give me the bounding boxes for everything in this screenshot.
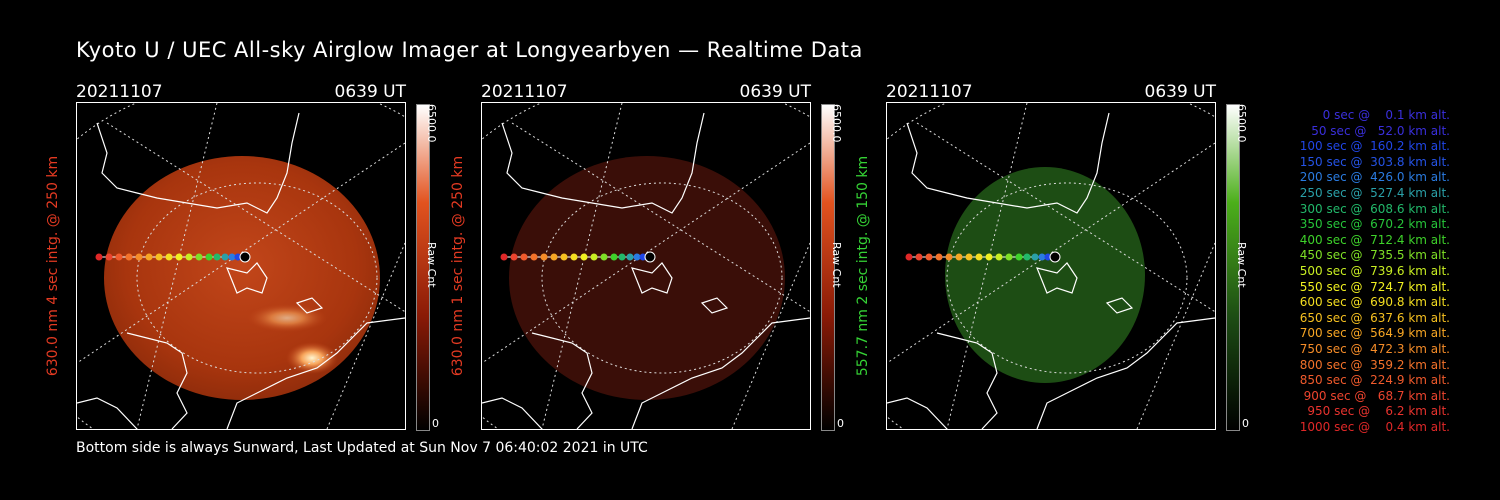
panel-time: 0639 UT xyxy=(334,82,407,102)
grid-lines xyxy=(482,103,810,429)
colorbar-min: 0 xyxy=(432,417,439,430)
coastline xyxy=(77,112,405,429)
panel-date: 20211107 xyxy=(481,82,568,102)
legend-row: 500 sec @ 739.6 km alt. xyxy=(1295,263,1450,278)
aurora-arc xyxy=(247,304,327,332)
colorbar-min: 0 xyxy=(1242,417,1249,430)
allsky-map xyxy=(887,103,1215,429)
panel-ylabel-text: 557.7 nm 2 sec intg. @ 150 km xyxy=(855,155,871,377)
allsky-image xyxy=(481,102,811,430)
panel-ylabel-text: 630.0 nm 1 sec intg. @ 250 km xyxy=(450,155,466,377)
legend-row: 450 sec @ 735.5 km alt. xyxy=(1295,248,1450,263)
panel-date: 20211107 xyxy=(886,82,973,102)
imager-panel-557-2s: 20211107 0639 UT 557.7 nm 2 sec intg. @ … xyxy=(855,82,1249,432)
coastline xyxy=(887,112,1215,429)
panel-ylabel: 630.0 nm 4 sec intg. @ 250 km xyxy=(40,102,66,430)
legend-row: 600 sec @ 690.8 km alt. xyxy=(1295,295,1450,310)
airglow-disk xyxy=(104,156,380,400)
aurora-bright-spot xyxy=(286,342,338,374)
allsky-image xyxy=(886,102,1216,430)
legend-row: 800 sec @ 359.2 km alt. xyxy=(1295,357,1450,372)
colorbar xyxy=(1226,104,1240,431)
legend-row: 750 sec @ 472.3 km alt. xyxy=(1295,341,1450,356)
legend-row: 850 sec @ 224.9 km alt. xyxy=(1295,373,1450,388)
legend-row: 50 sec @ 52.0 km alt. xyxy=(1303,123,1450,138)
imager-panel-630-4s: 20211107 0639 UT 630.0 nm 4 sec intg. @ … xyxy=(45,82,439,432)
panel-ylabel: 630.0 nm 1 sec intg. @ 250 km xyxy=(445,102,471,430)
legend-row: 150 sec @ 303.8 km alt. xyxy=(1295,154,1450,169)
panel-ylabel-text: 630.0 nm 4 sec intg. @ 250 km xyxy=(45,155,61,377)
airglow-disk xyxy=(945,167,1145,383)
legend-row: 300 sec @ 608.6 km alt. xyxy=(1295,201,1450,216)
legend-row: 0 sec @ 0.1 km alt. xyxy=(1311,108,1450,122)
trajectory-track xyxy=(500,251,656,263)
coastline xyxy=(482,112,810,429)
legend-row: 900 sec @ 68.7 km alt. xyxy=(1299,388,1450,403)
panel-time: 0639 UT xyxy=(739,82,812,102)
colorbar xyxy=(821,104,835,431)
legend-row: 350 sec @ 670.2 km alt. xyxy=(1295,217,1450,232)
colorbar-min: 0 xyxy=(837,417,844,430)
legend-row: 1000 sec @ 0.4 km alt. xyxy=(1299,419,1450,434)
page-title: Kyoto U / UEC All-sky Airglow Imager at … xyxy=(76,38,863,62)
trajectory-track xyxy=(905,251,1061,263)
trajectory-legend: 0 sec @ 0.1 km alt. 50 sec @ 52.0 km alt… xyxy=(1270,108,1450,435)
legend-row: 250 sec @ 527.4 km alt. xyxy=(1295,185,1450,200)
legend-row: 950 sec @ 6.2 km alt. xyxy=(1303,404,1450,419)
panel-time: 0639 UT xyxy=(1144,82,1217,102)
legend-row: 200 sec @ 426.0 km alt. xyxy=(1295,170,1450,185)
allsky-image xyxy=(76,102,406,430)
legend-row: 400 sec @ 712.4 km alt. xyxy=(1295,232,1450,247)
legend-row: 650 sec @ 637.6 km alt. xyxy=(1295,310,1450,325)
grid-lines xyxy=(887,103,1215,429)
grid-lines xyxy=(77,103,405,429)
airglow-disk xyxy=(509,156,785,400)
imager-panel-630-1s: 20211107 0639 UT 630.0 nm 1 sec intg. @ … xyxy=(450,82,844,432)
colorbar xyxy=(416,104,430,431)
panel-ylabel: 557.7 nm 2 sec intg. @ 150 km xyxy=(850,102,876,430)
legend-row: 550 sec @ 724.7 km alt. xyxy=(1295,279,1450,294)
allsky-map xyxy=(482,103,810,429)
trajectory-track xyxy=(95,251,251,263)
allsky-map xyxy=(77,103,405,429)
footer-status: Bottom side is always Sunward, Last Upda… xyxy=(76,440,648,456)
legend-row: 100 sec @ 160.2 km alt. xyxy=(1295,139,1450,154)
panel-date: 20211107 xyxy=(76,82,163,102)
legend-row: 700 sec @ 564.9 km alt. xyxy=(1295,326,1450,341)
